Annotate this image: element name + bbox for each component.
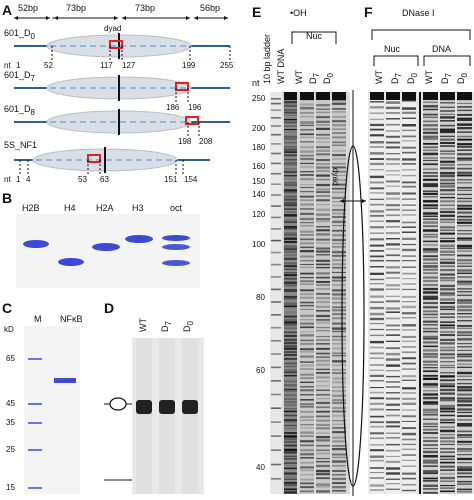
row1-pos-127: 127	[122, 61, 136, 70]
histone-gel-bands	[23, 235, 190, 266]
e-lane-d0: D0	[322, 73, 335, 84]
f-lane-d0-1: D0	[406, 73, 419, 84]
f-lane-d7-2: D7	[440, 73, 453, 84]
panel-c-letter: C	[2, 300, 13, 316]
panel-d-letter: D	[104, 300, 115, 316]
kd-unit: kD	[4, 325, 14, 334]
e-dyad-label: dyad	[331, 168, 340, 186]
histone-gel	[16, 214, 200, 288]
row3-pos-198: 198	[178, 137, 192, 146]
marker-25: 25	[6, 445, 15, 454]
e-tick-150: 150	[252, 177, 266, 186]
f-brackets	[371, 29, 471, 66]
e-tick-160: 160	[252, 162, 266, 171]
e-lane-wt-dna: WT DNA	[276, 48, 286, 84]
f-lane-d0-2: D0	[456, 73, 469, 84]
dyad-indicator	[340, 90, 366, 496]
e-tick-180: 180	[252, 143, 266, 152]
nucleosome-markers	[104, 397, 132, 481]
f-title: DNase I	[402, 8, 435, 18]
panel-f-letter: F	[364, 4, 373, 20]
row1-pos-255: 255	[220, 61, 234, 70]
emsa-gel	[132, 338, 204, 494]
f-gel-bands	[370, 92, 472, 494]
span-label-1: 52bp	[18, 3, 39, 13]
construct-name-2: 601_D7	[4, 70, 35, 83]
construct-name-3: 601_D8	[4, 104, 35, 117]
row1-pos-52: 52	[44, 61, 53, 70]
e-tick-140: 140	[252, 190, 266, 199]
construct-row-1	[14, 33, 231, 62]
f-gel	[368, 92, 474, 494]
dyad-label: dyad	[104, 24, 122, 33]
e-gel-bands	[270, 92, 346, 494]
row1-pos-1: 1	[16, 61, 21, 70]
e-nuc-label: Nuc	[306, 31, 323, 41]
span-label-4: 56bp	[200, 3, 221, 13]
lane-h2a: H2A	[96, 203, 114, 213]
span-label-3: 73bp	[135, 3, 156, 13]
panel-e-letter: E	[252, 4, 262, 20]
e-lane-wt: WT	[294, 70, 304, 84]
row4-nt-label: nt	[4, 175, 11, 184]
row1-pos-117: 117	[100, 61, 113, 70]
lane-d-wt: WT	[138, 318, 148, 332]
row4-pos-53: 53	[78, 175, 87, 184]
row1-pos-199: 199	[182, 61, 196, 70]
row2-pos-196: 196	[188, 103, 202, 112]
row4-pos-154: 154	[184, 175, 198, 184]
e-title: •OH	[290, 8, 307, 18]
lane-nfkb: NFκB	[60, 314, 83, 324]
row4-pos-1: 1	[16, 175, 21, 184]
f-dna-label: DNA	[432, 44, 452, 54]
lane-h3: H3	[132, 203, 144, 213]
row3-pos-208: 208	[199, 137, 213, 146]
construct-row-4	[14, 147, 210, 176]
lane-d-d7: D7	[160, 321, 173, 332]
construct-row-2	[14, 75, 230, 104]
f-lane-wt-2: WT	[424, 70, 434, 84]
lane-m: M	[34, 314, 42, 324]
construct-name-4: 5S_NF1	[4, 140, 38, 150]
row4-pos-151: 151	[164, 175, 178, 184]
lane-d-d0: D0	[182, 321, 195, 332]
lane-oct: oct	[170, 203, 183, 213]
row2-pos-186: 186	[166, 103, 180, 112]
e-nt-label: nt	[252, 78, 260, 88]
e-lane-d7: D7	[308, 73, 321, 84]
construct-name-1: 601_D0	[4, 28, 35, 41]
marker-65: 65	[6, 354, 15, 363]
e-tick-250: 250	[252, 94, 266, 103]
f-lane-wt-1: WT	[374, 70, 384, 84]
row4-pos-4: 4	[26, 175, 31, 184]
marker-45: 45	[6, 399, 15, 408]
e-tick-60: 60	[256, 366, 265, 375]
e-gel	[270, 92, 350, 494]
e-lane-ladder: 10 bp ladder	[262, 33, 272, 84]
e-tick-200: 200	[252, 124, 266, 133]
lane-h2b: H2B	[22, 203, 40, 213]
marker-35: 35	[6, 418, 15, 427]
e-tick-40: 40	[256, 463, 265, 472]
emsa-gel-bands	[136, 338, 198, 494]
construct-row-3	[14, 109, 230, 138]
row4-pos-63: 63	[100, 175, 109, 184]
panel-b-letter: B	[2, 190, 13, 206]
nfkb-gel	[24, 326, 80, 494]
panel-a-schematic	[14, 16, 231, 176]
row1-nt-label: nt	[4, 61, 11, 70]
span-label-2: 73bp	[66, 3, 87, 13]
nfkb-gel-bands	[28, 358, 76, 489]
e-tick-80: 80	[256, 293, 265, 302]
e-tick-100: 100	[252, 240, 266, 249]
e-tick-120: 120	[252, 210, 266, 219]
f-lane-d7-1: D7	[390, 73, 403, 84]
f-nuc-label: Nuc	[384, 44, 401, 54]
e-nuc-bracket	[291, 31, 337, 44]
lane-h4: H4	[64, 203, 76, 213]
marker-15: 15	[6, 483, 15, 492]
panel-a-letter: A	[2, 2, 13, 18]
